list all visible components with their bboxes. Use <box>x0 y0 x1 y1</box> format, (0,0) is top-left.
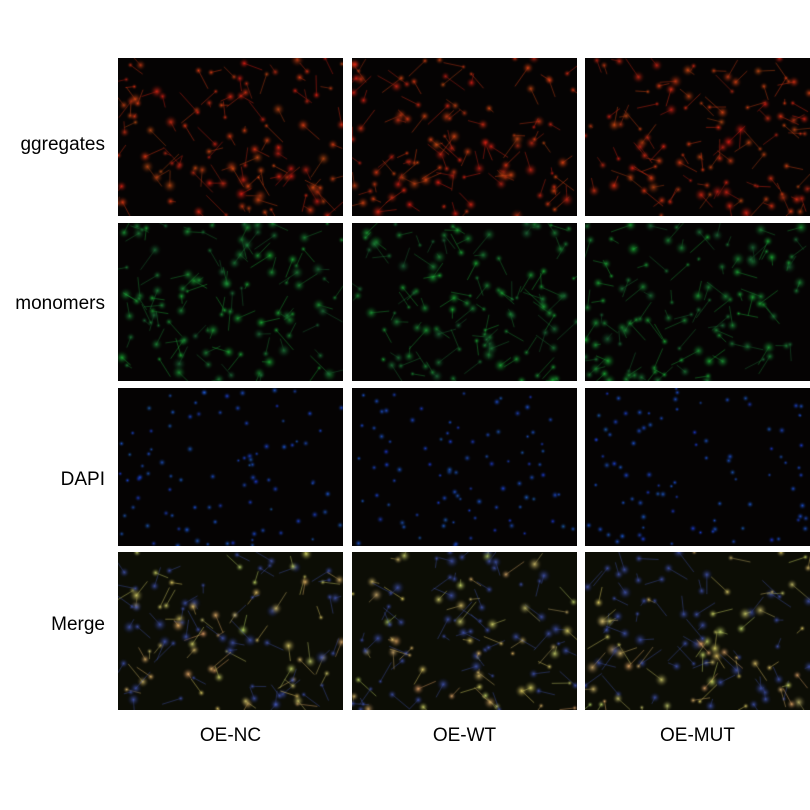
micrograph-blue-oe-wt <box>352 388 577 546</box>
column-label-oe-nc: OE-NC <box>199 725 262 746</box>
row-label-aggregates: ggregates <box>20 134 105 155</box>
row-label-dapi: DAPI <box>60 469 105 490</box>
micrograph-red-oe-nc <box>118 58 343 216</box>
micrograph-merge-oe-nc <box>118 552 343 710</box>
micrograph-merge-oe-wt <box>352 552 577 710</box>
column-label-oe-wt: OE-WT <box>432 725 497 746</box>
micrograph-blue-oe-mut <box>585 388 810 546</box>
micrograph-merge-oe-mut <box>585 552 810 710</box>
column-label-oe-mut: OE-MUT <box>660 725 735 746</box>
micrograph-red-oe-wt <box>352 58 577 216</box>
micrograph-green-oe-mut <box>585 223 810 381</box>
micrograph-green-oe-wt <box>352 223 577 381</box>
micrograph-red-oe-mut <box>585 58 810 216</box>
row-label-merge: Merge <box>51 614 105 635</box>
row-label-monomers: monomers <box>15 293 105 314</box>
micrograph-green-oe-nc <box>118 223 343 381</box>
micrograph-blue-oe-nc <box>118 388 343 546</box>
